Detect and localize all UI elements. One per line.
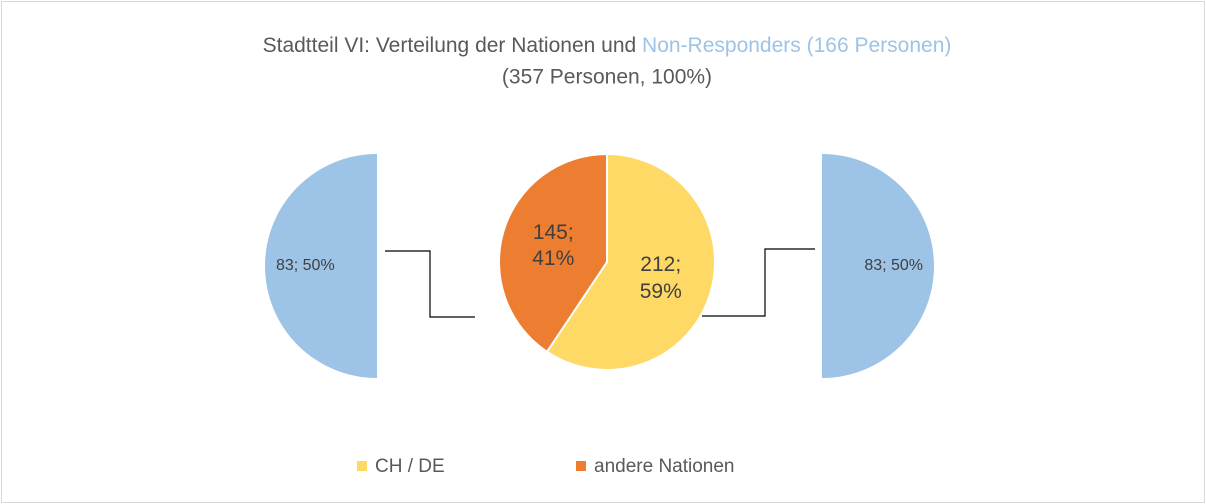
legend-label: andere Nationen	[594, 456, 735, 477]
data-label: 212; 59%	[639, 253, 682, 303]
pie-slice	[545, 152, 716, 371]
connector	[702, 248, 815, 317]
chart-title: Stadtteil VI: Verteilung der Nationen un…	[263, 34, 952, 57]
legend-swatch	[357, 461, 367, 471]
side-pie	[822, 154, 934, 378]
title-main: Stadtteil VI: Verteilung der Nationen un…	[263, 34, 642, 57]
legend-swatch	[576, 461, 586, 471]
data-label: 83; 50%	[275, 257, 335, 274]
connector	[385, 250, 475, 318]
data-label: 83; 50%	[864, 257, 924, 274]
data-label: 145; 41%	[532, 220, 575, 270]
title-highlight: Non-Responders (166 Personen)	[642, 34, 951, 57]
legend-label: CH / DE	[375, 456, 445, 477]
chart-subtitle: (357 Personen, 100%)	[502, 66, 712, 89]
pie-slice	[498, 152, 608, 354]
side-pie	[265, 154, 377, 378]
